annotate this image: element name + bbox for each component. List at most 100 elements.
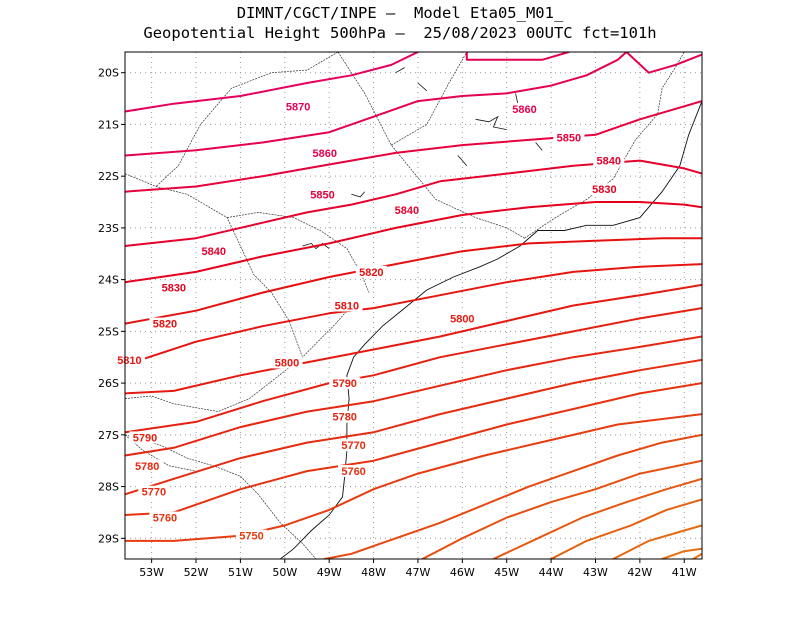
contour-label: 5790 xyxy=(133,432,157,444)
contour-label: 5860 xyxy=(312,148,336,160)
contour-label-bg xyxy=(138,485,170,498)
contour-5680 xyxy=(692,552,702,559)
contour-label: 5780 xyxy=(332,412,356,424)
contour-label-bg xyxy=(149,317,181,330)
contour-5790 xyxy=(125,307,702,434)
contour-label: 5850 xyxy=(557,132,581,144)
contour-label: 5840 xyxy=(395,205,419,217)
contour-5760 xyxy=(125,382,702,516)
lat-tick-label: 27S xyxy=(98,429,119,442)
contour-5870 xyxy=(125,52,419,113)
contour-5850 xyxy=(125,100,702,193)
lon-tick-label: 44W xyxy=(539,566,564,579)
river xyxy=(457,155,468,167)
lon-tick-label: 53W xyxy=(139,566,164,579)
state-border xyxy=(391,52,468,146)
contour-label: 5750 xyxy=(239,531,263,543)
state-border xyxy=(524,52,685,239)
contour-label: 5790 xyxy=(332,378,356,390)
contour-label-bg xyxy=(593,154,625,167)
contour-5780 xyxy=(125,335,702,457)
state-border xyxy=(227,212,370,293)
contour-label-bg xyxy=(149,511,181,524)
contour-5720 xyxy=(492,477,702,559)
river xyxy=(351,191,366,198)
contour-label-bg xyxy=(282,100,314,113)
state-border xyxy=(125,434,197,472)
lon-tick-label: 49W xyxy=(317,566,342,579)
contour-5860 xyxy=(125,52,702,157)
river xyxy=(417,82,428,92)
chart-title-line-2: Geopotential Height 500hPa – 25/08/2023 … xyxy=(143,24,657,42)
contour-label-bg xyxy=(235,529,268,542)
state-border xyxy=(337,52,525,239)
lat-tick-label: 25S xyxy=(98,325,119,338)
contour-label: 5860 xyxy=(512,104,536,116)
lon-tick-label: 52W xyxy=(184,566,209,579)
contour-label: 5800 xyxy=(450,313,474,325)
lat-tick-label: 24S xyxy=(98,274,119,287)
contour-label-bg xyxy=(129,431,161,444)
contour-label: 5760 xyxy=(153,513,177,525)
contour-label-bg xyxy=(309,146,341,159)
contour-label: 5800 xyxy=(275,357,299,369)
lat-tick-label: 28S xyxy=(98,481,119,494)
contour-label-bg xyxy=(588,183,620,196)
lat-tick-label: 20S xyxy=(98,67,119,80)
contour-label-bg xyxy=(508,102,541,115)
river xyxy=(395,67,405,74)
contour-label-bg xyxy=(391,203,423,216)
lat-tick-label: 21S xyxy=(98,118,119,131)
lon-tick-label: 47W xyxy=(406,566,431,579)
chart-title-line-1: DIMNT/CGCT/INPE – Model Eta05_M01_ xyxy=(236,4,564,22)
lon-tick-label: 42W xyxy=(627,566,652,579)
lon-tick-label: 46W xyxy=(450,566,475,579)
contour-label-bg xyxy=(113,353,146,366)
contour-label-bg xyxy=(337,439,370,452)
contour-5830 xyxy=(125,201,702,284)
lon-tick-label: 41W xyxy=(672,566,697,579)
lon-tick-label: 51W xyxy=(228,566,253,579)
contour-label-bg xyxy=(306,188,339,201)
state-border xyxy=(155,52,339,187)
contour-label: 5820 xyxy=(359,267,383,279)
contour-label-bg xyxy=(331,299,363,312)
contour-5860 xyxy=(465,52,570,61)
contour-label: 5820 xyxy=(153,319,177,331)
lat-tick-label: 23S xyxy=(98,222,119,235)
contour-label: 5840 xyxy=(597,156,621,168)
contour-label: 5770 xyxy=(142,487,166,499)
contour-5730 xyxy=(421,459,702,559)
contour-5840 xyxy=(125,159,702,247)
contour-5740 xyxy=(323,433,702,559)
contour-label-bg xyxy=(329,410,361,423)
contour-5750 xyxy=(125,413,702,542)
lat-tick-label: 26S xyxy=(98,377,119,390)
lon-tick-label: 45W xyxy=(494,566,519,579)
contour-label: 5780 xyxy=(135,461,159,473)
contour-label-bg xyxy=(329,377,361,390)
river xyxy=(475,115,507,130)
contour-label: 5760 xyxy=(341,466,365,478)
lon-tick-label: 50W xyxy=(272,566,297,579)
contour-lines xyxy=(125,52,702,559)
map-frame xyxy=(124,51,703,560)
contour-label-bg xyxy=(158,281,190,294)
contour-label: 5870 xyxy=(286,101,310,113)
contour-5710 xyxy=(550,498,702,559)
contour-label: 5840 xyxy=(202,246,226,258)
contour-label: 5810 xyxy=(335,301,359,313)
contour-label-bg xyxy=(337,465,370,478)
state-border xyxy=(125,310,348,412)
lon-tick-label: 48W xyxy=(361,566,386,579)
contour-5700 xyxy=(612,524,702,559)
contour-labels: 5870 5860 5860 5850 5840 5850 5830 5840 5840 5820… xyxy=(113,100,625,543)
lon-tick-label: 43W xyxy=(583,566,608,579)
contour-5810 xyxy=(125,263,702,366)
contour-5690 xyxy=(661,547,702,559)
contour-label-bg xyxy=(553,131,585,144)
contour-label: 5810 xyxy=(117,355,141,367)
lat-tick-label: 29S xyxy=(98,532,119,545)
river xyxy=(535,142,543,151)
